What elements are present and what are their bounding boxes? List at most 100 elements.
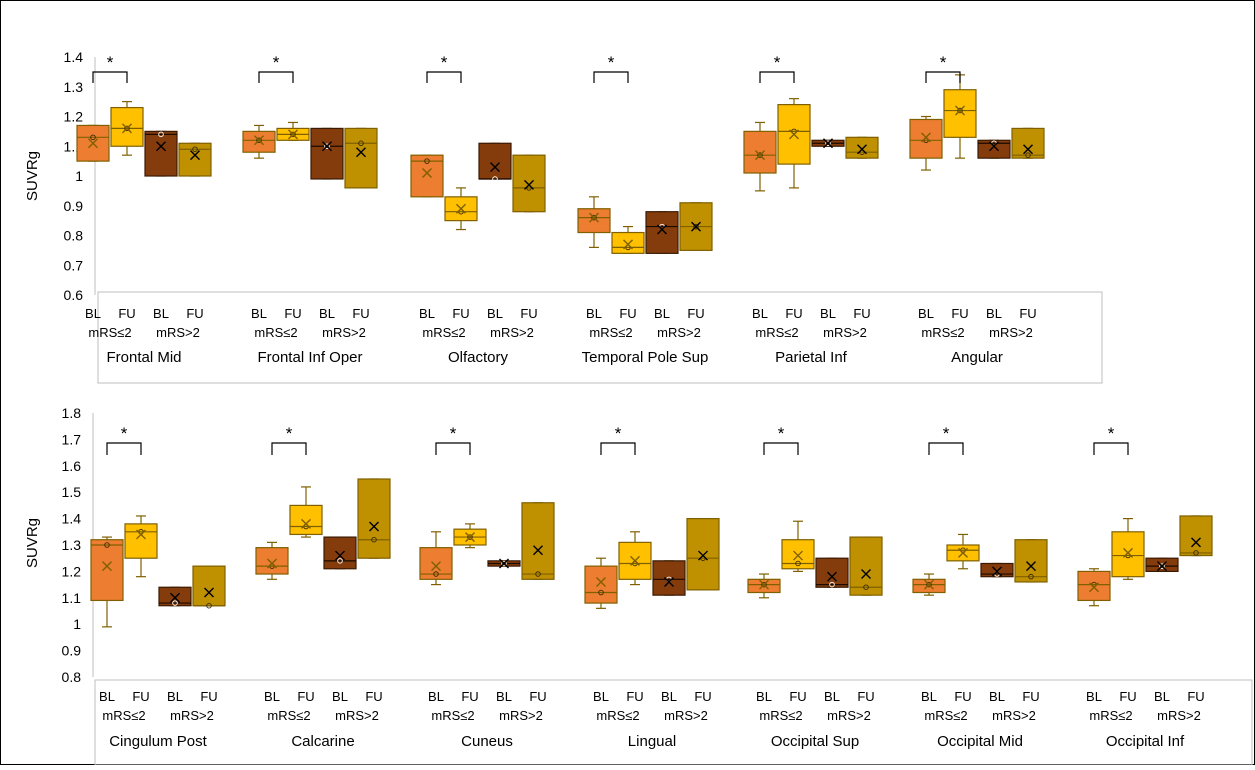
group-label: FU xyxy=(365,689,382,704)
mean-marker xyxy=(422,168,432,179)
y-axis-label: SUVRg xyxy=(24,518,41,568)
mrs-group-label: mRS>2 xyxy=(490,325,534,340)
y-tick-label: 1.6 xyxy=(62,458,82,474)
box-fu-mrs-gt2 xyxy=(1011,127,1045,159)
significance-marker: * xyxy=(273,53,280,72)
significance-marker: * xyxy=(441,53,448,72)
region-label: Angular xyxy=(951,349,1003,366)
mean-marker xyxy=(755,150,765,161)
region-label: Occipital Mid xyxy=(937,733,1023,750)
box-bl-mrs-gt2 xyxy=(977,139,1011,159)
group-label: BL xyxy=(921,689,937,704)
significance-bracket xyxy=(271,442,307,455)
data-point xyxy=(1028,573,1034,580)
region-label: Temporal Pole Sup xyxy=(582,349,709,366)
group-label: BL xyxy=(496,689,512,704)
data-point xyxy=(467,534,473,540)
group-label: FU xyxy=(520,306,537,321)
significance-marker: * xyxy=(774,53,781,72)
data-point xyxy=(90,134,96,141)
mean-marker xyxy=(1157,561,1167,572)
mrs-group-label: mRS≤2 xyxy=(422,325,465,340)
mean-marker xyxy=(793,550,803,561)
significance-marker: * xyxy=(608,53,615,72)
data-point xyxy=(192,146,198,152)
data-point xyxy=(825,140,831,147)
mean-marker xyxy=(827,571,837,582)
group-label: BL xyxy=(264,689,280,704)
group-label: FU xyxy=(853,306,870,321)
data-point xyxy=(863,584,869,590)
group-label: FU xyxy=(857,689,874,704)
group-label: FU xyxy=(284,306,301,321)
significance-bracket xyxy=(593,71,629,83)
significance-marker: * xyxy=(940,53,947,72)
data-point xyxy=(693,223,699,230)
mean-marker xyxy=(623,239,633,250)
mean-marker xyxy=(789,129,799,140)
data-point xyxy=(104,542,110,548)
mean-marker xyxy=(924,579,934,590)
data-point xyxy=(124,125,130,132)
group-label: FU xyxy=(529,689,546,704)
mean-marker xyxy=(122,123,132,134)
box-bl-mrs-le2 xyxy=(242,130,276,153)
significance-bracket xyxy=(925,71,961,83)
group-label: BL xyxy=(756,689,772,704)
group-label: FU xyxy=(1119,689,1136,704)
mrs-group-label: mRS>2 xyxy=(499,708,543,723)
mrs-group-label: mRS≤2 xyxy=(1089,708,1132,723)
group-label: BL xyxy=(752,306,768,321)
data-point xyxy=(358,140,364,147)
group-label: FU xyxy=(1019,306,1036,321)
region-label: Occipital Inf xyxy=(1106,733,1185,750)
group-label: FU xyxy=(619,306,636,321)
data-point xyxy=(598,589,604,596)
mean-marker xyxy=(136,529,146,540)
significance-bracket xyxy=(435,442,471,455)
group-label: BL xyxy=(419,306,435,321)
mean-marker xyxy=(1026,561,1036,572)
mean-marker xyxy=(596,576,606,587)
box-fu-mrs-gt2 xyxy=(521,502,555,580)
box-fu-mrs-gt2 xyxy=(1014,539,1048,583)
significance-bracket xyxy=(106,442,142,455)
box-fu-mrs-gt2 xyxy=(849,536,883,596)
significance-marker: * xyxy=(286,424,293,443)
mrs-group-label: mRS≤2 xyxy=(431,708,474,723)
mean-marker xyxy=(1089,582,1099,593)
mean-marker xyxy=(356,147,366,158)
mean-marker xyxy=(1191,537,1201,548)
group-label: FU xyxy=(452,306,469,321)
group-label: FU xyxy=(352,306,369,321)
box-bl-mrs-gt2 xyxy=(310,127,344,180)
mrs-group-label: mRS>2 xyxy=(989,325,1033,340)
mean-marker xyxy=(759,579,769,590)
group-label: BL xyxy=(1086,689,1102,704)
group-label: FU xyxy=(954,689,971,704)
mean-marker xyxy=(102,561,112,572)
mean-marker xyxy=(1123,547,1133,558)
mean-marker xyxy=(589,212,599,223)
significance-marker: * xyxy=(943,424,950,443)
mean-marker xyxy=(369,521,379,532)
mean-marker xyxy=(465,532,475,543)
y-tick-label: 1.2 xyxy=(64,109,84,125)
box-fu-mrs-gt2 xyxy=(845,136,879,159)
data-point xyxy=(433,571,439,577)
data-point xyxy=(829,581,835,588)
mean-marker xyxy=(499,558,509,569)
mean-marker xyxy=(664,576,674,587)
y-tick-label: 1.2 xyxy=(62,563,82,579)
y-tick-label: 1.5 xyxy=(62,484,82,500)
box-fu-mrs-le2 xyxy=(289,504,323,536)
box-bl-mrs-le2 xyxy=(1077,570,1111,602)
group-label: BL xyxy=(332,689,348,704)
mean-marker xyxy=(190,150,200,161)
region-label: Cuneus xyxy=(461,733,513,750)
box-bl-mrs-gt2 xyxy=(1145,557,1179,573)
significance-bracket xyxy=(92,71,128,83)
mrs-group-label: mRS>2 xyxy=(322,325,366,340)
mean-marker xyxy=(691,221,701,232)
mrs-group-label: mRS>2 xyxy=(657,325,701,340)
